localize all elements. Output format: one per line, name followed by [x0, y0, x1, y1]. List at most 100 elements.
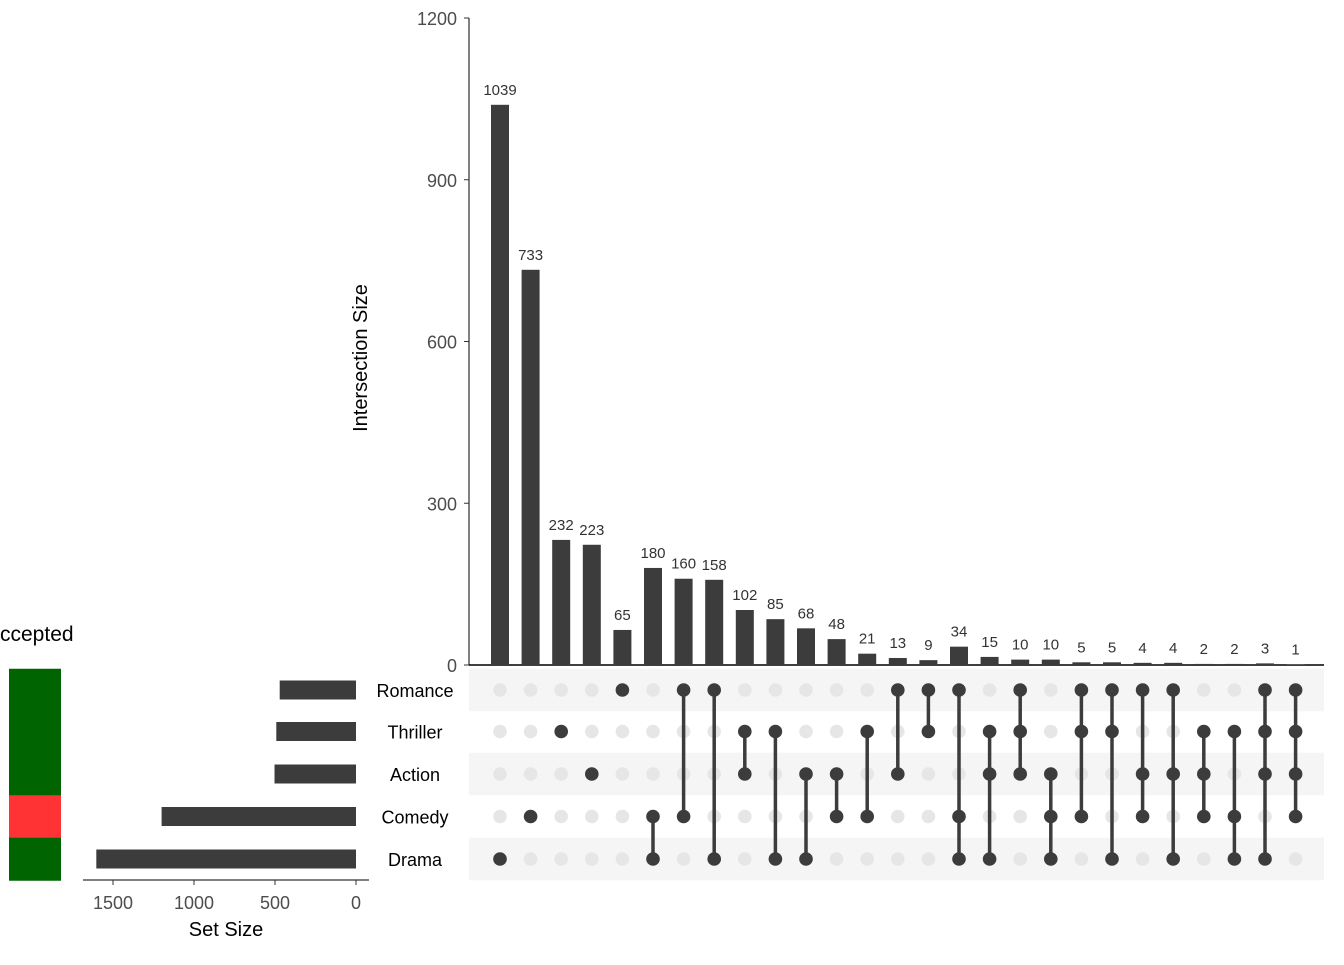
matrix-dot-inactive [860, 852, 874, 866]
bar-value-label: 158 [702, 557, 727, 574]
intersection-bar [1133, 662, 1152, 665]
matrix-dot-inactive [891, 809, 905, 824]
matrix-dot-inactive [615, 767, 630, 781]
matrix-dot-inactive [554, 767, 568, 781]
matrix-dot-inactive [1044, 724, 1058, 739]
matrix-dot-active [554, 724, 568, 739]
set-label: Thriller [387, 723, 442, 743]
matrix-dot-inactive [585, 852, 599, 866]
intersection-bar [1194, 663, 1213, 665]
intersection-bar [705, 579, 724, 665]
bar-value-label: 102 [732, 587, 757, 604]
matrix-dot-inactive [1013, 852, 1027, 866]
matrix-dot-inactive [1044, 683, 1058, 697]
accepted-indicator [9, 710, 61, 754]
matrix-dot-inactive [523, 724, 538, 739]
bar-value-label: 10 [1042, 637, 1059, 654]
bar-value-label: 2 [1230, 641, 1238, 658]
set-size-bar [161, 807, 356, 826]
matrix-dot-inactive [523, 683, 538, 697]
intersection-bar [888, 657, 907, 665]
bar-value-label: 5 [1108, 639, 1116, 656]
bar-value-label: 85 [767, 596, 784, 613]
y-tick-label: 1200 [417, 9, 457, 29]
intersection-bar [858, 653, 877, 665]
set-label: Comedy [381, 808, 448, 828]
set-size-bar [96, 849, 357, 869]
bar-value-label: 15 [981, 634, 998, 651]
set-label: Action [390, 765, 440, 785]
intersection-bar [1072, 662, 1091, 665]
accepted-indicator [9, 837, 61, 881]
bar-value-label: 68 [798, 605, 815, 622]
intersection-bar [582, 544, 601, 665]
matrix-dot-inactive [523, 767, 538, 781]
matrix-dot-active [585, 767, 599, 781]
bar-value-label: 5 [1077, 639, 1085, 656]
bar-value-label: 733 [518, 247, 543, 264]
matrix-dot-inactive [615, 809, 630, 824]
matrix-dot-inactive [615, 852, 630, 866]
bar-value-label: 2 [1200, 641, 1208, 658]
intersection-bar [1164, 662, 1183, 665]
intersection-bar [674, 578, 693, 665]
set-size-bar [279, 680, 356, 700]
matrix-dot-inactive [493, 683, 507, 697]
intersection-bar [980, 656, 999, 665]
intersection-bar [552, 539, 571, 665]
accepted-legend-title: ccepted [0, 623, 74, 646]
matrix-dot-inactive [799, 724, 813, 739]
bar-value-label: 4 [1138, 640, 1146, 657]
matrix-dot-inactive [585, 683, 599, 697]
bar-value-label: 9 [924, 637, 932, 654]
intersection-bar [1225, 663, 1244, 665]
matrix-dot-inactive [1288, 852, 1303, 866]
bar-value-label: 3 [1261, 640, 1269, 657]
matrix-dot-inactive [676, 852, 691, 866]
matrix-dot-inactive [1227, 683, 1242, 697]
intersection-bar [1256, 663, 1274, 665]
intersection-bar [1041, 659, 1060, 665]
matrix-dot-inactive [829, 683, 844, 697]
bar-value-label: 4 [1169, 640, 1177, 657]
matrix-dot-inactive [1197, 852, 1211, 866]
x-axis-label-set-size: Set Size [189, 919, 263, 941]
accepted-indicator [9, 752, 61, 796]
matrix-dot-inactive [1197, 683, 1211, 697]
bar-value-label: 223 [579, 522, 604, 539]
intersection-bar [521, 269, 540, 665]
matrix-dot-inactive [554, 809, 568, 824]
bar-value-label: 10 [1012, 637, 1029, 654]
matrix-dot-active [615, 683, 630, 697]
matrix-dot-inactive [493, 724, 507, 739]
bar-value-label: 1 [1291, 641, 1299, 658]
set-size-bar [274, 764, 356, 784]
bar-value-label: 13 [889, 635, 906, 652]
bar-value-label: 232 [549, 517, 574, 534]
set-label: Drama [388, 850, 443, 870]
matrix-dot-inactive [523, 852, 538, 866]
set-size-bar [276, 722, 356, 741]
matrix-dot-inactive [829, 724, 844, 739]
bar-value-label: 1039 [483, 82, 516, 99]
y-axis-label: Intersection Size [350, 284, 372, 432]
intersection-bar [735, 610, 754, 665]
intersection-bar [797, 628, 815, 665]
matrix-dot-inactive [646, 767, 660, 781]
matrix-dot-inactive [585, 724, 599, 739]
y-tick-label: 0 [447, 656, 457, 676]
bar-value-label: 48 [828, 616, 845, 633]
matrix-dot-inactive [493, 767, 507, 781]
intersection-bar [1286, 664, 1305, 665]
matrix-dot-active [493, 852, 507, 866]
set-size-tick-label: 500 [260, 893, 290, 913]
set-size-tick-label: 1000 [174, 893, 214, 913]
matrix-dot-inactive [768, 683, 783, 697]
intersection-bar [950, 646, 968, 665]
set-size-tick-label: 0 [351, 893, 361, 913]
matrix-dot-inactive [1135, 852, 1150, 866]
matrix-dot-inactive [921, 852, 936, 866]
bar-value-label: 65 [614, 607, 631, 624]
bar-value-label: 160 [671, 556, 696, 573]
